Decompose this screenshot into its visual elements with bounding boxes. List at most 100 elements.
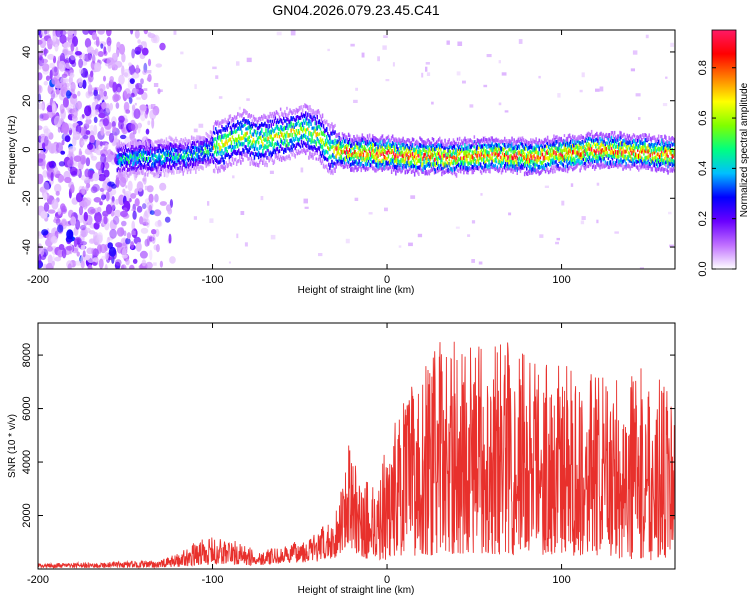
spectrogram-signal-cell xyxy=(596,142,598,147)
spectrogram-signal-cell xyxy=(282,141,284,145)
spectrogram-signal-cell xyxy=(500,139,503,144)
spectrogram-signal-cell xyxy=(188,139,191,143)
spectrogram-signal-cell xyxy=(237,120,239,125)
spectrogram-signal-cell xyxy=(367,152,370,157)
spectrogram-signal-cell xyxy=(629,136,632,141)
spectrogram-signal-cell xyxy=(588,132,591,137)
spectrogram-signal-cell xyxy=(153,158,155,163)
spectrogram-signal-cell xyxy=(605,162,607,168)
spectrogram-signal-cell xyxy=(368,156,371,161)
spectrogram-signal-cell xyxy=(385,151,388,155)
spectrogram-signal-cell xyxy=(485,152,487,157)
spectrogram-signal-cell xyxy=(210,135,213,140)
spectrogram-signal-cell xyxy=(464,168,466,172)
spectrogram-signal-cell xyxy=(366,143,369,148)
spectrogram-signal-cell xyxy=(223,166,225,172)
spectrogram-signal-cell xyxy=(365,139,368,145)
spectrogram-signal-cell xyxy=(564,164,567,169)
spectrogram-signal-cell xyxy=(555,135,557,139)
spectrogram-signal-cell xyxy=(438,147,440,152)
spectrogram-noise-cell xyxy=(38,142,44,151)
spectrogram-signal-cell xyxy=(138,154,140,159)
spectrogram-signal-cell xyxy=(197,139,199,143)
spectrogram-noise-cell xyxy=(136,181,144,192)
spectrogram-signal-cell xyxy=(146,172,149,177)
spectrogram-noise-cell xyxy=(94,62,102,72)
spectrogram-signal-cell xyxy=(641,163,643,168)
spectrogram-signal-cell xyxy=(357,166,359,171)
spectrogram-signal-cell xyxy=(263,132,265,136)
spectrogram-signal-cell xyxy=(174,160,176,165)
spectrogram-signal-cell xyxy=(612,153,615,158)
spectrogram-signal-cell xyxy=(515,160,517,165)
spectrogram-signal-cell xyxy=(445,157,447,161)
spectrogram-signal-cell xyxy=(352,147,354,151)
spectrogram-signal-cell xyxy=(356,153,358,157)
spectrogram-signal-cell xyxy=(545,145,548,149)
spectrogram-signal-cell xyxy=(605,154,607,158)
spectrogram-signal-cell xyxy=(221,155,223,160)
spectrogram-signal-cell xyxy=(302,147,305,152)
spectrogram-signal-cell xyxy=(594,138,596,143)
spectrogram-signal-cell xyxy=(328,147,330,151)
spectrogram-signal-cell xyxy=(133,154,135,158)
spectrogram-signal-cell xyxy=(321,113,324,119)
spectrogram-signal-cell xyxy=(541,145,544,150)
spectrogram-signal-cell xyxy=(531,145,533,150)
spectrogram-signal-cell xyxy=(369,157,372,162)
spectrogram-signal-cell xyxy=(273,128,276,133)
spectrogram-signal-cell xyxy=(326,127,328,133)
spectrogram-signal-cell xyxy=(156,149,158,154)
spectrogram-noise-cell xyxy=(38,231,42,237)
spectrogram-signal-cell xyxy=(269,150,271,155)
spectrogram-signal-cell xyxy=(287,113,289,118)
spectrogram-signal-cell xyxy=(179,155,181,160)
spectrogram-signal-cell xyxy=(486,144,488,150)
spectrogram-signal-cell xyxy=(341,144,344,148)
spectrogram-faint-cell xyxy=(595,88,600,92)
spectrogram-signal-cell xyxy=(512,163,514,169)
spectrogram-signal-cell xyxy=(541,148,544,152)
y-tick-label: 0 xyxy=(21,146,33,152)
spectrogram-signal-cell xyxy=(561,140,564,144)
spectrogram-signal-cell xyxy=(484,140,486,144)
spectrogram-noise-cell xyxy=(70,43,75,52)
spectrogram-signal-cell xyxy=(596,153,598,159)
spectrogram-signal-cell xyxy=(494,141,496,146)
spectrogram-signal-cell xyxy=(266,155,268,160)
spectrogram-signal-cell xyxy=(664,167,666,172)
spectrogram-signal-cell xyxy=(200,153,202,157)
spectrogram-signal-cell xyxy=(448,162,450,167)
spectrogram-signal-cell xyxy=(396,138,398,144)
spectrogram-noise-cell xyxy=(80,260,85,269)
spectrogram-signal-cell xyxy=(379,161,381,165)
spectrogram-signal-cell xyxy=(664,149,666,154)
spectrogram-signal-cell xyxy=(181,155,183,160)
spectrogram-noise-cell xyxy=(145,128,150,135)
spectrogram-signal-cell xyxy=(557,164,559,168)
spectrogram-signal-cell xyxy=(139,165,142,170)
spectrogram-signal-cell xyxy=(144,157,147,161)
spectrogram-signal-cell xyxy=(208,148,211,152)
spectrogram-signal-cell xyxy=(165,153,168,157)
spectrogram-noise-cell xyxy=(87,206,96,215)
spectrogram-signal-cell xyxy=(537,143,539,149)
spectrogram-signal-cell xyxy=(198,136,200,141)
spectrogram-faint-cell xyxy=(570,183,574,187)
spectrogram-signal-cell xyxy=(186,143,189,149)
spectrogram-signal-cell xyxy=(386,165,389,171)
spectrogram-signal-cell xyxy=(311,134,313,140)
spectrogram-signal-cell xyxy=(568,165,571,170)
spectrogram-signal-cell xyxy=(295,143,298,148)
spectrogram-signal-cell xyxy=(159,159,161,163)
spectrogram-signal-cell xyxy=(199,149,201,153)
spectrogram-signal-cell xyxy=(441,151,443,155)
spectrogram-signal-cell xyxy=(260,153,262,158)
spectrogram-signal-cell xyxy=(639,163,641,168)
spectrogram-signal-cell xyxy=(346,165,349,169)
spectrogram-signal-cell xyxy=(642,148,644,153)
spectrogram-signal-cell xyxy=(520,163,523,169)
spectrogram-signal-cell xyxy=(194,162,196,166)
spectrogram-signal-cell xyxy=(366,156,369,161)
spectrogram-signal-cell xyxy=(532,138,534,144)
